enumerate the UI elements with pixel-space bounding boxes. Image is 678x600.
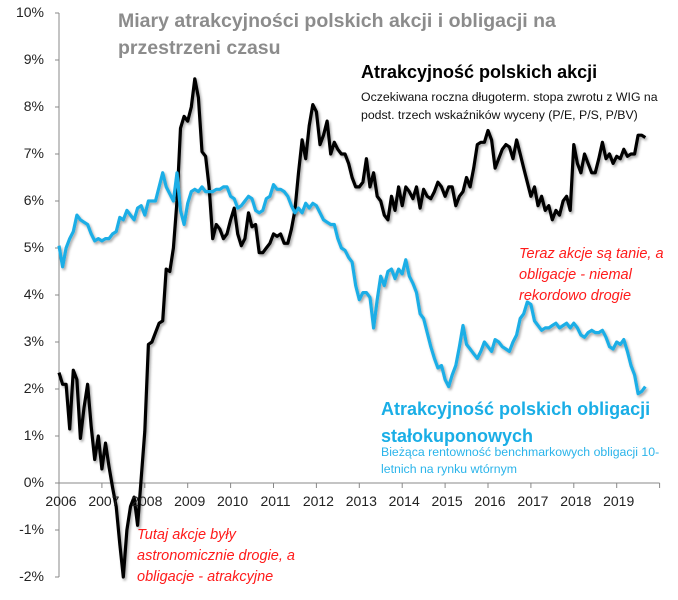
x-tick-label: 2010 [217, 493, 249, 509]
y-tick-label: 8% [23, 98, 44, 114]
annotation-now: Teraz akcje są tanie, a obligacje - niem… [519, 246, 664, 304]
x-tick-label: 2006 [45, 493, 77, 509]
y-tick-label: 6% [23, 192, 44, 208]
x-tick-label: 2017 [517, 493, 549, 509]
series-description-bonds: Bieżąca rentowność benchmarkowych obliga… [381, 445, 660, 476]
annotation-then: Tutaj akcje były astronomicznie drogie, … [137, 527, 295, 585]
x-tick-label: 2011 [260, 493, 291, 509]
x-tick-label: 2018 [560, 493, 592, 509]
x-tick-label: 2008 [131, 493, 163, 509]
series-line-stocks [57, 77, 647, 579]
x-tick-label: 2009 [174, 493, 206, 509]
y-tick-label: 0% [23, 474, 44, 490]
x-tick-label: 2012 [302, 493, 334, 509]
x-tick-label: 2007 [88, 493, 120, 509]
series-line-bonds [57, 171, 647, 396]
x-tick-label: 2013 [345, 493, 377, 509]
series-lines [57, 77, 647, 579]
series-label-stocks: Atrakcyjność polskich akcji [361, 62, 598, 82]
series-label-bonds: Atrakcyjność polskich obligacji stałokup… [381, 399, 651, 446]
x-tick-label: 2019 [603, 493, 635, 509]
axes [55, 12, 661, 578]
y-tick-label: 3% [23, 333, 44, 349]
y-tick-label: 2% [23, 380, 44, 396]
chart-title: Miary atrakcyjności polskich akcji i obl… [118, 10, 556, 59]
x-tick-label: 2016 [474, 493, 506, 509]
series-description-stocks: Oczekiwana roczna długoterm. stopa zwrot… [361, 90, 658, 122]
y-tick-label: 7% [23, 145, 44, 161]
y-tick-label: 5% [23, 239, 44, 255]
x-tick-label: 2014 [388, 493, 420, 509]
y-tick-label: -2% [19, 568, 44, 584]
y-tick-label: -1% [19, 521, 44, 537]
y-tick-label: 1% [23, 427, 44, 443]
y-tick-label: 10% [15, 4, 44, 20]
y-tick-label: 9% [23, 51, 44, 67]
x-tick-label: 2015 [431, 493, 463, 509]
y-tick-label: 4% [23, 286, 44, 302]
